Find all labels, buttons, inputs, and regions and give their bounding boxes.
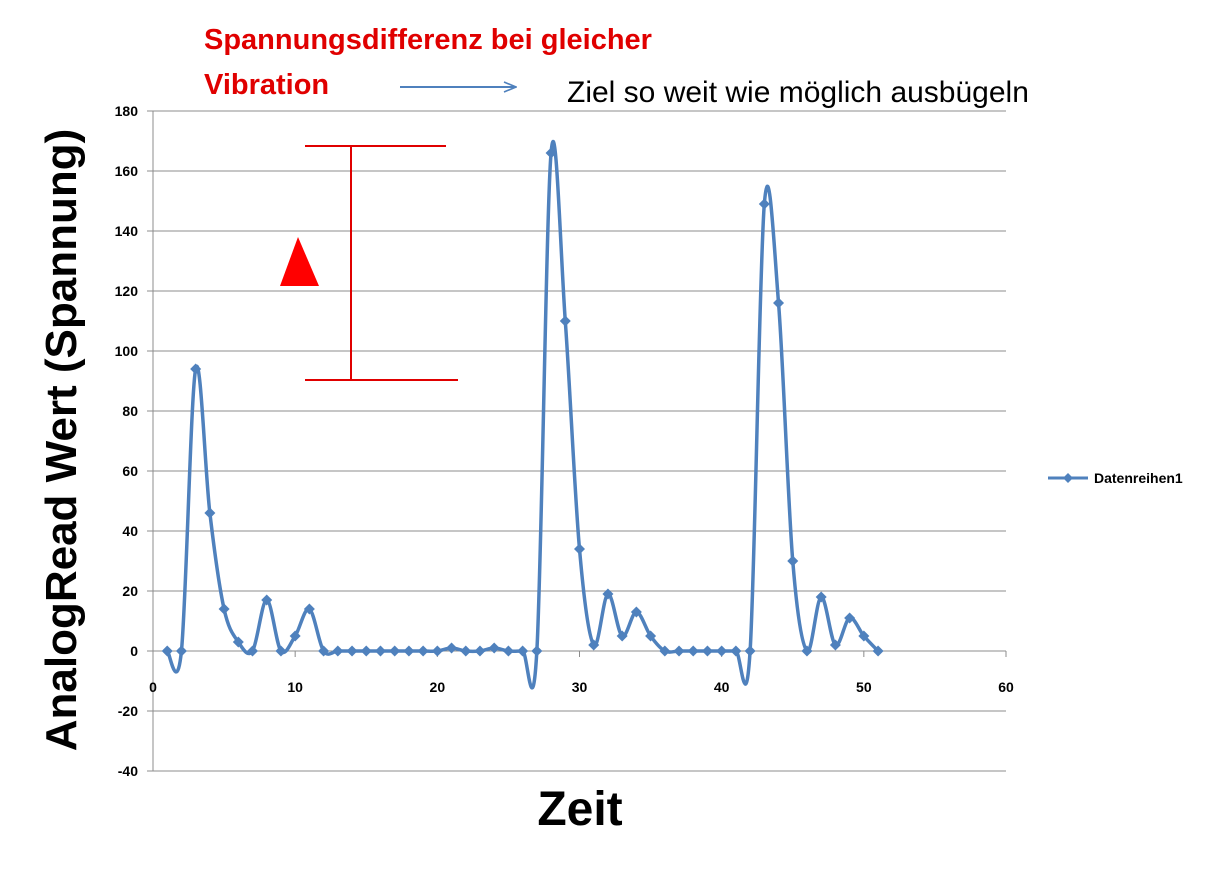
x-tick-label: 30 bbox=[572, 679, 588, 695]
data-point bbox=[446, 642, 458, 654]
legend-label: Datenreihen1 bbox=[1094, 470, 1183, 486]
x-tick-label: 0 bbox=[149, 679, 157, 695]
data-point bbox=[374, 645, 386, 657]
grid-lines bbox=[153, 110, 1006, 772]
data-point bbox=[716, 645, 728, 657]
data-point bbox=[630, 606, 642, 618]
annotation-title: Spannungsdifferenz bei gleicher Vibratio… bbox=[204, 18, 652, 108]
data-point bbox=[303, 603, 315, 615]
data-point bbox=[701, 645, 713, 657]
data-point bbox=[247, 645, 259, 657]
data-point bbox=[431, 645, 443, 657]
x-tick-label: 50 bbox=[856, 679, 872, 695]
annotations bbox=[280, 87, 516, 381]
data-point bbox=[161, 645, 173, 657]
tick-labels: -40 -20 0 20 40 60 80 100 120 140 160 180 0 10 20 30 40 5… bbox=[115, 103, 1014, 779]
x-tick-label: 20 bbox=[430, 679, 446, 695]
data-point bbox=[403, 645, 415, 657]
data-point bbox=[318, 645, 330, 657]
data-point bbox=[474, 645, 486, 657]
data-point bbox=[616, 630, 628, 642]
y-tick-label: 20 bbox=[122, 583, 138, 599]
x-tick-label: 10 bbox=[287, 679, 303, 695]
data-point bbox=[815, 591, 827, 603]
data-point bbox=[517, 645, 529, 657]
x-axis-label: Zeit bbox=[537, 783, 623, 836]
y-tick-label: 80 bbox=[122, 403, 138, 419]
data-point bbox=[502, 645, 514, 657]
data-point bbox=[872, 645, 884, 657]
data-point bbox=[218, 603, 230, 615]
y-tick-label: 40 bbox=[122, 523, 138, 539]
data-point bbox=[829, 639, 841, 651]
data-point bbox=[602, 588, 614, 600]
annotation-title-line1: Spannungsdifferenz bei gleicher bbox=[204, 24, 652, 56]
data-point bbox=[559, 315, 571, 327]
data-point bbox=[389, 645, 401, 657]
y-tick-label: 120 bbox=[115, 283, 139, 299]
data-point bbox=[574, 543, 585, 555]
data-point bbox=[744, 645, 756, 657]
data-point bbox=[844, 612, 856, 624]
y-tick-label: -40 bbox=[118, 763, 138, 779]
data-point bbox=[232, 636, 244, 648]
annotation-note: Ziel so weit wie möglich ausbügeln bbox=[567, 76, 1029, 109]
data-point bbox=[858, 630, 870, 642]
data-point bbox=[488, 642, 500, 654]
data-point bbox=[659, 645, 671, 657]
series-datenreihen1 bbox=[161, 140, 884, 690]
data-point bbox=[275, 645, 287, 657]
data-point bbox=[204, 507, 216, 519]
legend-marker-icon bbox=[1048, 473, 1088, 483]
delta-triangle-icon bbox=[280, 237, 319, 286]
data-point bbox=[545, 147, 557, 159]
data-point bbox=[645, 630, 657, 642]
y-tick-label: -20 bbox=[118, 703, 138, 719]
data-point bbox=[360, 645, 372, 657]
y-tick-label: 140 bbox=[115, 223, 139, 239]
y-tick-label: 180 bbox=[115, 103, 139, 119]
data-point bbox=[773, 297, 785, 309]
data-point bbox=[346, 645, 358, 657]
x-tick-label: 40 bbox=[714, 679, 730, 695]
data-point bbox=[787, 555, 799, 567]
annotation-title-line2: Vibration bbox=[204, 69, 330, 101]
data-point bbox=[261, 594, 273, 606]
data-point bbox=[531, 645, 543, 657]
data-point bbox=[460, 645, 472, 657]
data-point bbox=[417, 645, 429, 657]
data-point bbox=[687, 645, 699, 657]
data-point bbox=[588, 639, 600, 651]
y-tick-label: 160 bbox=[115, 163, 139, 179]
y-axis-label: AnalogRead Wert (Spannung) bbox=[37, 128, 86, 752]
data-point bbox=[190, 363, 202, 375]
data-point bbox=[289, 630, 301, 642]
legend: Datenreihen1 bbox=[1048, 470, 1183, 486]
data-point bbox=[801, 645, 813, 657]
data-point bbox=[332, 645, 344, 657]
axes bbox=[147, 110, 1007, 772]
y-tick-label: 0 bbox=[130, 643, 138, 659]
x-tick-label: 60 bbox=[998, 679, 1014, 695]
data-point bbox=[730, 645, 742, 657]
series-line bbox=[165, 140, 880, 690]
y-tick-label: 60 bbox=[122, 463, 138, 479]
data-point bbox=[673, 645, 685, 657]
data-point bbox=[758, 198, 770, 210]
y-tick-label: 100 bbox=[115, 343, 139, 359]
data-point bbox=[175, 645, 187, 657]
